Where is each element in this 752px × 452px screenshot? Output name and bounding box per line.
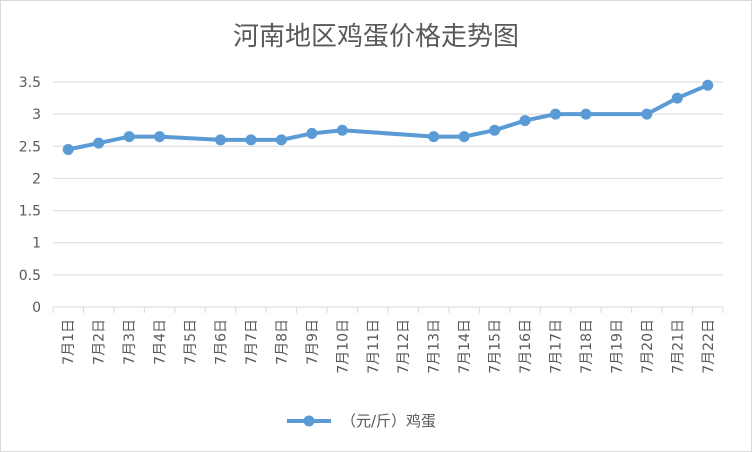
x-tick-label: 7月10日 — [335, 319, 351, 374]
y-tick-label: 2 — [32, 171, 41, 187]
x-tick-label: 7月13日 — [427, 319, 443, 374]
x-tick-label: 7月14日 — [457, 319, 473, 374]
x-tick-label: 7月8日 — [274, 319, 290, 365]
x-tick-label: 7月1日 — [61, 319, 77, 365]
legend: （元/斤）鸡蛋 — [287, 412, 436, 430]
y-tick-label: 3 — [32, 107, 41, 123]
data-point — [123, 131, 135, 143]
y-tick-label: 1.5 — [19, 204, 41, 220]
data-point — [154, 131, 166, 143]
y-tick-label: 1 — [32, 236, 41, 252]
data-point — [641, 108, 653, 120]
x-tick-label: 7月20日 — [640, 319, 656, 374]
x-tick-label: 7月22日 — [701, 319, 717, 374]
data-point — [428, 131, 440, 143]
y-axis-ticks: 0 0.5 1 1.5 2 2.5 3 3.5 — [19, 75, 41, 316]
gridlines — [53, 81, 723, 276]
x-tick-label: 7月5日 — [183, 319, 199, 365]
x-tick-label: 7月17日 — [549, 319, 565, 374]
data-point — [519, 115, 531, 127]
x-tick-label: 7月9日 — [305, 319, 321, 365]
y-tick-label: 3.5 — [19, 75, 41, 91]
data-point — [580, 108, 592, 120]
x-tick-label: 7月6日 — [214, 319, 230, 365]
x-tick-label: 7月21日 — [670, 319, 686, 374]
data-point — [215, 134, 226, 146]
chart-title: 河南地区鸡蛋价格走势图 — [233, 22, 519, 52]
x-tick-label: 7月7日 — [244, 319, 260, 365]
x-axis-ticks: 7月1日 7月2日 7月3日 7月4日 7月5日 7月6日 7月7日 7月8日 7月9日 7月10… — [61, 319, 717, 374]
x-tick-label: 7月19日 — [609, 319, 625, 374]
series-group — [62, 79, 714, 155]
x-tick-label: 7月16日 — [518, 319, 534, 374]
data-point — [245, 134, 257, 146]
x-tick-label: 7月4日 — [153, 319, 169, 365]
data-point — [93, 137, 105, 149]
data-point — [336, 124, 348, 136]
data-point — [458, 131, 470, 143]
y-tick-label: 2.5 — [19, 139, 41, 155]
x-tick-label: 7月15日 — [488, 319, 504, 374]
data-point — [671, 92, 683, 104]
data-point — [62, 144, 74, 155]
legend-label: （元/斤）鸡蛋 — [341, 412, 436, 430]
data-point — [306, 127, 318, 139]
data-point — [489, 124, 501, 136]
series-line — [66, 83, 710, 152]
x-tick-label: 7月11日 — [366, 319, 382, 374]
x-tick-label: 7月2日 — [92, 319, 108, 365]
x-tick-label: 7月3日 — [122, 319, 138, 365]
data-point — [702, 79, 714, 91]
x-tick-label: 7月12日 — [396, 319, 412, 374]
x-tick-label: 7月18日 — [579, 319, 595, 374]
legend-marker — [303, 415, 315, 427]
data-point — [275, 134, 287, 146]
data-point — [550, 108, 561, 120]
y-tick-label: 0.5 — [19, 268, 41, 284]
y-tick-label: 0 — [32, 300, 41, 316]
x-axis — [52, 306, 724, 313]
